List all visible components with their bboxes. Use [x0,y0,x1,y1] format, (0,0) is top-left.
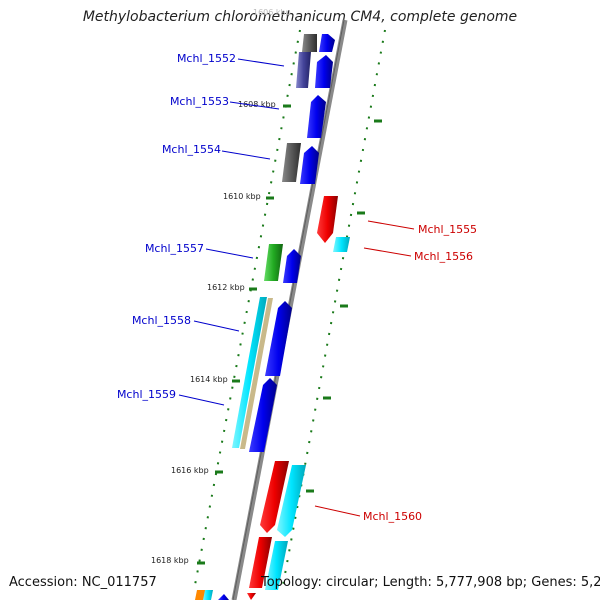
gene-label[interactable]: Mchl_1558 [132,314,191,327]
scale-label: 1610 kbp [223,192,261,201]
gene-feature [307,95,326,138]
gene-feature [232,297,267,448]
reverse-features [247,196,350,600]
scale-ticks [197,104,382,565]
gene-feature [218,594,229,600]
gene-label[interactable]: Mchl_1553 [170,95,229,108]
scale-label: 1614 kbp [190,375,228,384]
gene-feature [319,34,335,52]
scale-label: 1608 kbp [238,100,276,109]
gene-feature [203,590,213,600]
gene-feature [317,196,338,243]
gene-feature [300,146,319,184]
gene-feature [333,237,350,252]
gene-label[interactable]: Mchl_1552 [177,52,236,65]
forward-features [195,34,335,600]
gene-label[interactable]: Mchl_1554 [162,143,221,156]
gene-feature [260,461,289,533]
gene-feature [283,249,301,283]
gene-feature [247,593,256,600]
accession-text: Accession: NC_011757 [9,575,157,590]
gene-feature [240,298,273,449]
scale-label: 1616 kbp [171,466,209,475]
label-leaders [178,58,415,517]
gene-feature [282,143,301,182]
scale-label: 1618 kbp [151,556,189,565]
gene-feature [302,34,317,52]
gene-label[interactable]: Mchl_1557 [145,242,204,255]
gene-label[interactable]: Mchl_1560 [363,510,422,523]
gene-feature [249,537,272,588]
scale-label: 1606 kbp [253,8,291,17]
genome-summary-text: Topology: circular; Length: 5,777,908 bp… [261,575,600,590]
gene-feature [296,52,311,88]
map-title: Methylobacterium chloromethanicum CM4, c… [82,9,518,25]
gene-feature [315,55,333,88]
gene-feature [264,244,283,281]
scale-label: 1612 kbp [207,283,245,292]
gene-label[interactable]: Mchl_1555 [418,223,477,236]
gene-feature [265,301,292,376]
gene-feature [195,590,206,600]
gene-label[interactable]: Mchl_1556 [414,250,473,263]
gene-feature [277,465,306,537]
gene-feature [265,541,288,590]
gene-feature [249,378,277,452]
gene-label[interactable]: Mchl_1559 [117,388,176,401]
